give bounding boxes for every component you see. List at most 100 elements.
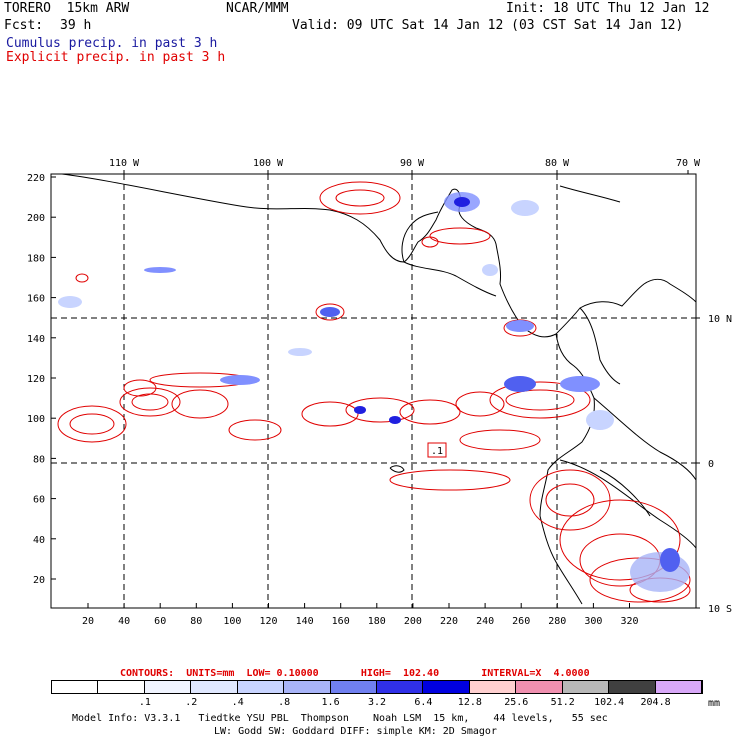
cumulus-cell [144,267,176,273]
colorbar-label: 102.4 [594,697,625,708]
contour-label-box [427,442,447,458]
colorbar-swatch [191,681,238,693]
explicit-precip-contours [57,181,691,603]
left-y-tick-label: 180 [27,253,45,264]
contour-cluster [399,399,461,425]
bottom-x-tick-label: 220 [440,616,458,627]
colorbar-swatch [423,681,470,693]
contour-cluster [315,303,345,321]
contour-cluster [345,397,415,423]
contour-cluster [389,469,511,491]
contour-cluster [335,189,385,207]
colorbar-label: 1.6 [321,697,340,708]
left-y-tick-label: 20 [33,575,45,586]
colorbar-label: .2 [185,697,198,708]
cumulus-cell [630,552,690,592]
right-lat-label: 10 S [708,604,732,615]
model-physics: LW: Godd SW: Goddard DIFF: simple KM: 2D… [214,726,497,737]
bottom-x-tick-label: 240 [476,616,494,627]
contour-cluster [69,413,115,435]
coast-yucatan [401,211,439,263]
bottom-x-tick-label: 320 [620,616,638,627]
left-y-tick-label: 120 [27,374,45,385]
contour-label: .1 [431,446,443,457]
colorbar-label: 204.8 [640,697,671,708]
cumulus-cell [586,410,614,430]
bottom-x-tick-label: 140 [296,616,314,627]
contour-cluster [459,429,541,451]
contour-cluster [301,401,359,427]
border-inland-1 [559,459,697,549]
valid-time: Valid: 09 UTC Sat 14 Jan 12 (03 CST Sat … [292,18,684,33]
map-frame [50,173,697,609]
colorbar-label: .1 [138,697,151,708]
center-name: NCAR/MMM [226,1,289,16]
top-lon-label: 110 W [109,158,140,169]
contour-cluster [489,381,591,419]
model-name: TORERO 15km ARW [4,1,130,16]
colorbar-swatch [655,681,702,693]
border-inland-2 [599,469,651,517]
left-y-tick-label: 200 [27,213,45,224]
graticule [51,174,696,608]
contour-cluster [75,273,89,283]
coast-cuba [559,185,621,203]
cumulus-cell [58,296,82,308]
colorbar-label: .8 [278,697,291,708]
colorbar-swatch [98,681,145,693]
bottom-x-tick-label: 120 [259,616,277,627]
colorbar-label: 6.4 [414,697,433,708]
colorbar-swatch [609,681,656,693]
contour-cluster [421,236,439,248]
cumulus-cell [320,307,340,317]
legend-explicit: Explicit precip. in past 3 h [6,50,226,65]
cumulus-cell [389,416,401,424]
cumulus-cell [454,197,470,207]
right-lat-label: 10 N [708,314,732,325]
left-y-tick-label: 80 [33,454,45,465]
cumulus-cell [504,376,536,392]
top-lon-label: 80 W [545,158,570,169]
colorbar-swatch [284,681,331,693]
left-y-tick-label: 220 [27,173,45,184]
left-y-tick-label: 60 [33,495,45,506]
cumulus-cell [506,320,534,332]
border-peru-brazil [593,397,697,481]
colorbar-label: 3.2 [367,697,387,708]
cumulus-precip-shading [58,192,690,592]
init-time: Init: 18 UTC Thu 12 Jan 12 [506,1,710,16]
colorbar-unit: mm [708,698,721,709]
contour-cluster [319,181,401,215]
bottom-x-tick-label: 300 [584,616,602,627]
model-info: Model Info: V3.3.1 Tiedtke YSU PBL Thomp… [72,713,608,724]
contour-cluster [559,499,681,581]
axis-ticks: 110 W 100 W 90 W 80 W 70 W 10 N 0 10 S 220 200 180… [27,158,732,627]
bottom-x-tick-label: 80 [190,616,202,627]
bottom-x-tick-label: 280 [548,616,566,627]
left-y-tick-label: 100 [27,414,45,425]
contour-cluster [529,469,611,531]
coastlines [61,173,697,605]
colorbar-swatch [237,681,285,693]
forecast-hour: 39 h [60,18,92,33]
contour-cluster [57,405,127,443]
colorbar-swatch [562,681,610,693]
top-lon-label: 70 W [676,158,701,169]
contours-info: CONTOURS: UNITS=mm LOW= 0.10000 HIGH= 10… [120,668,590,679]
cumulus-cell [482,264,498,276]
cumulus-cell [220,375,260,385]
coast-galapagos [389,465,405,473]
bottom-x-tick-label: 180 [368,616,386,627]
contour-cluster [455,391,505,417]
colorbar-swatch [377,681,424,693]
left-y-tick-label: 160 [27,294,45,305]
forecast-label: Fcst: [4,18,44,33]
contour-cluster [123,379,157,397]
colorbar [51,680,703,694]
bottom-x-tick-label: 200 [404,616,422,627]
cumulus-cell [354,406,366,414]
bottom-x-tick-label: 20 [82,616,94,627]
legend-cumulus: Cumulus precip. in past 3 h [6,36,218,51]
coast-south-america [539,333,595,605]
cumulus-cell [288,348,312,356]
